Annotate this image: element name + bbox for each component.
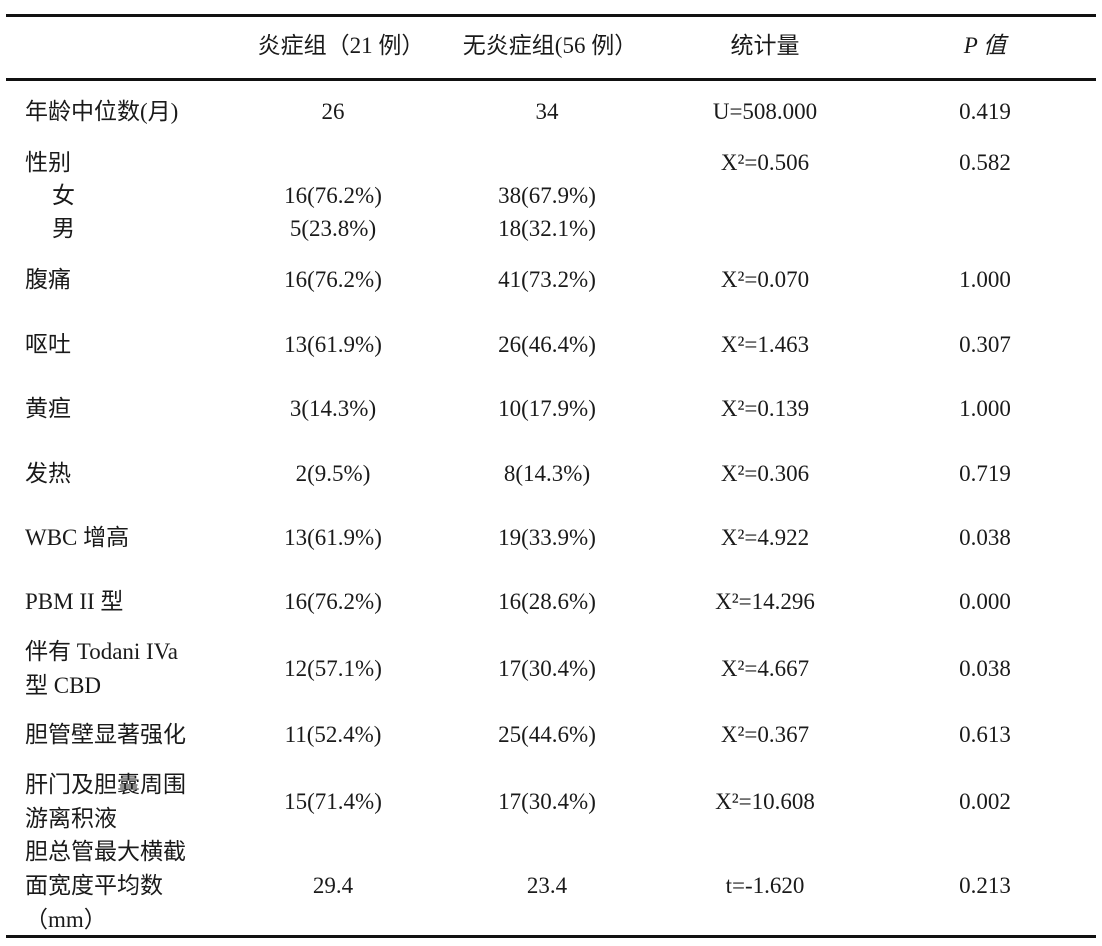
- group2-value: 17(30.4%): [498, 656, 596, 681]
- group1-value: 16(76.2%): [284, 589, 382, 614]
- statistic-value: X²=14.296: [715, 589, 815, 614]
- statistic-value: X²=10.608: [715, 789, 815, 814]
- statistic-value: X²=0.139: [720, 396, 810, 421]
- p-value: 0.002: [959, 789, 1011, 814]
- statistic-value: X²=0.306: [720, 461, 810, 486]
- group2-value: 26(46.4%): [498, 332, 596, 357]
- group2-value: 41(73.2%): [498, 267, 596, 292]
- group1-value: 11(52.4%): [284, 722, 382, 747]
- group2-value: 19(33.9%): [498, 525, 596, 550]
- header-group1: 炎症组（21 例）: [257, 33, 425, 58]
- group1-value: 13(61.9%): [284, 332, 382, 357]
- row-label: 性别: [25, 150, 71, 175]
- group1-value: 12(57.1%): [284, 656, 382, 681]
- statistic-value: t=-1.620: [725, 873, 805, 898]
- statistic-value: X²=0.070: [720, 267, 810, 292]
- p-value: 0.582: [959, 150, 1011, 175]
- row-label: PBM II 型: [25, 589, 124, 614]
- row-label: 肝门及胆囊周围 游离积液: [25, 772, 186, 831]
- group2-value: 23.4: [526, 873, 568, 898]
- p-value: 0.419: [959, 99, 1011, 124]
- statistic-value: X²=4.922: [720, 525, 810, 550]
- row-label: 年龄中位数(月): [25, 99, 179, 124]
- statistic-value: X²=1.463: [720, 332, 810, 357]
- group1-value: 26: [321, 99, 345, 124]
- group1-value: 3(14.3%): [289, 396, 377, 421]
- p-value: 0.307: [959, 332, 1011, 357]
- group1-value: 15(71.4%): [284, 789, 382, 814]
- p-value: 0.000: [959, 589, 1011, 614]
- top-rule: [6, 14, 1096, 17]
- group2-value: 10(17.9%): [498, 396, 596, 421]
- row-label: 女: [52, 183, 75, 208]
- statistic-value: U=508.000: [712, 99, 818, 124]
- row-label: WBC 增高: [25, 525, 130, 550]
- header-rule: [6, 78, 1096, 81]
- row-label: 黄疸: [25, 396, 71, 421]
- statistic-value: X²=0.506: [720, 150, 810, 175]
- row-label: 男: [52, 216, 75, 241]
- group1-value: 2(9.5%): [295, 461, 371, 486]
- group1-value: 13(61.9%): [284, 525, 382, 550]
- group2-value: 18(32.1%): [498, 216, 596, 241]
- p-value: 0.038: [959, 525, 1011, 550]
- p-value: 0.613: [959, 722, 1011, 747]
- p-value: 0.213: [959, 873, 1011, 898]
- statistic-value: X²=0.367: [720, 722, 810, 747]
- group2-value: 34: [535, 99, 559, 124]
- row-label: 腹痛: [25, 267, 71, 292]
- row-label: 发热: [25, 461, 71, 486]
- group1-value: 16(76.2%): [284, 267, 382, 292]
- row-label: 伴有 Todani IVa 型 CBD: [25, 639, 178, 698]
- group2-value: 17(30.4%): [498, 789, 596, 814]
- statistic-value: X²=4.667: [720, 656, 810, 681]
- group2-value: 16(28.6%): [498, 589, 596, 614]
- row-label: 胆管壁显著强化: [25, 722, 186, 747]
- group1-value: 29.4: [312, 873, 354, 898]
- group2-value: 38(67.9%): [498, 183, 596, 208]
- group2-value: 8(14.3%): [503, 461, 591, 486]
- group2-value: 25(44.6%): [498, 722, 596, 747]
- p-value: 0.038: [959, 656, 1011, 681]
- group1-value: 5(23.8%): [289, 216, 377, 241]
- header-group2: 无炎症组(56 例）: [462, 33, 638, 58]
- header-statistic: 统计量: [730, 33, 800, 58]
- header-p-value: P 值: [963, 33, 1007, 58]
- group1-value: 16(76.2%): [284, 183, 382, 208]
- p-value: 1.000: [959, 396, 1011, 421]
- p-value: 1.000: [959, 267, 1011, 292]
- bottom-rule: [6, 935, 1096, 938]
- row-label: 呕吐: [25, 332, 71, 357]
- row-label: 胆总管最大横截 面宽度平均数 （mm）: [25, 839, 186, 932]
- p-value: 0.719: [959, 461, 1011, 486]
